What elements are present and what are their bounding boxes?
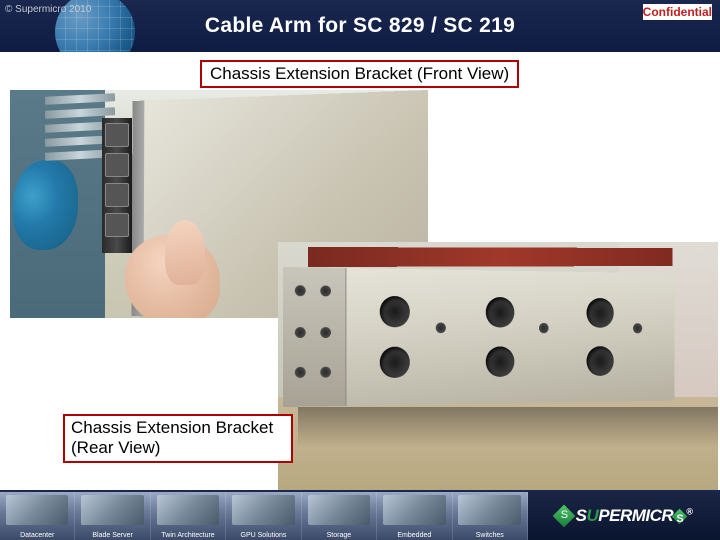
footer-item-datacenter: Datacenter <box>0 492 75 540</box>
footer-item-blade: Blade Server <box>75 492 150 540</box>
footer-item-twin: Twin Architecture <box>151 492 226 540</box>
logo-diamond-icon <box>552 505 575 528</box>
footer-item-storage: Storage <box>302 492 377 540</box>
label-front-view: Chassis Extension Bracket (Front View) <box>200 60 519 88</box>
footer-item-switches: Switches <box>453 492 528 540</box>
brand-logo: SUPERMICR® <box>528 492 720 540</box>
label-rear-view: Chassis Extension Bracket (Rear View) <box>63 414 293 463</box>
header-bar: © Supermicro 2010 Cable Arm for SC 829 /… <box>0 0 720 52</box>
footer-bar: Datacenter Blade Server Twin Architectur… <box>0 492 720 540</box>
footer-categories: Datacenter Blade Server Twin Architectur… <box>0 492 528 540</box>
photo-rear-view <box>278 242 718 492</box>
footer-item-embedded: Embedded <box>377 492 452 540</box>
footer-item-gpu: GPU Solutions <box>226 492 301 540</box>
confidential-badge: Confidential <box>643 4 712 20</box>
content-area: Chassis Extension Bracket (Front View) <box>0 52 720 492</box>
copyright-text: © Supermicro 2010 <box>5 4 91 15</box>
